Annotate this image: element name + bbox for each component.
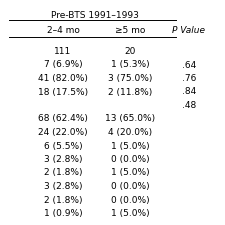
- Text: 3 (2.8%): 3 (2.8%): [44, 182, 82, 191]
- Text: .76: .76: [182, 74, 196, 83]
- Text: 41 (82.0%): 41 (82.0%): [38, 74, 88, 83]
- Text: 0 (0.0%): 0 (0.0%): [111, 155, 150, 164]
- Text: 24 (22.0%): 24 (22.0%): [38, 128, 88, 137]
- Text: .64: .64: [182, 61, 196, 70]
- Text: P Value: P Value: [173, 26, 205, 35]
- Text: 0 (0.0%): 0 (0.0%): [111, 182, 150, 191]
- Text: 2 (11.8%): 2 (11.8%): [108, 88, 153, 97]
- Text: ≥5 mo: ≥5 mo: [115, 26, 146, 35]
- Text: 1 (5.0%): 1 (5.0%): [111, 169, 150, 178]
- Text: 13 (65.0%): 13 (65.0%): [106, 115, 155, 124]
- Text: 3 (2.8%): 3 (2.8%): [44, 155, 82, 164]
- Text: 3 (75.0%): 3 (75.0%): [108, 74, 153, 83]
- Text: 6 (5.5%): 6 (5.5%): [44, 142, 82, 151]
- Text: 1 (5.3%): 1 (5.3%): [111, 61, 150, 70]
- Text: 1 (5.0%): 1 (5.0%): [111, 142, 150, 151]
- Text: Pre-BTS 1991–1993: Pre-BTS 1991–1993: [51, 11, 138, 20]
- Text: 2 (1.8%): 2 (1.8%): [44, 196, 82, 205]
- Text: 2 (1.8%): 2 (1.8%): [44, 169, 82, 178]
- Text: 4 (20.0%): 4 (20.0%): [108, 128, 153, 137]
- Text: 1 (0.9%): 1 (0.9%): [44, 209, 82, 218]
- Text: 1 (5.0%): 1 (5.0%): [111, 209, 150, 218]
- Text: 111: 111: [54, 47, 72, 56]
- Text: 7 (6.9%): 7 (6.9%): [44, 61, 82, 70]
- Text: 0 (0.0%): 0 (0.0%): [111, 196, 150, 205]
- Text: 18 (17.5%): 18 (17.5%): [38, 88, 88, 97]
- Text: 20: 20: [125, 47, 136, 56]
- Text: .48: .48: [182, 101, 196, 110]
- Text: .84: .84: [182, 88, 196, 97]
- Text: 68 (62.4%): 68 (62.4%): [38, 115, 88, 124]
- Text: 2–4 mo: 2–4 mo: [47, 26, 79, 35]
